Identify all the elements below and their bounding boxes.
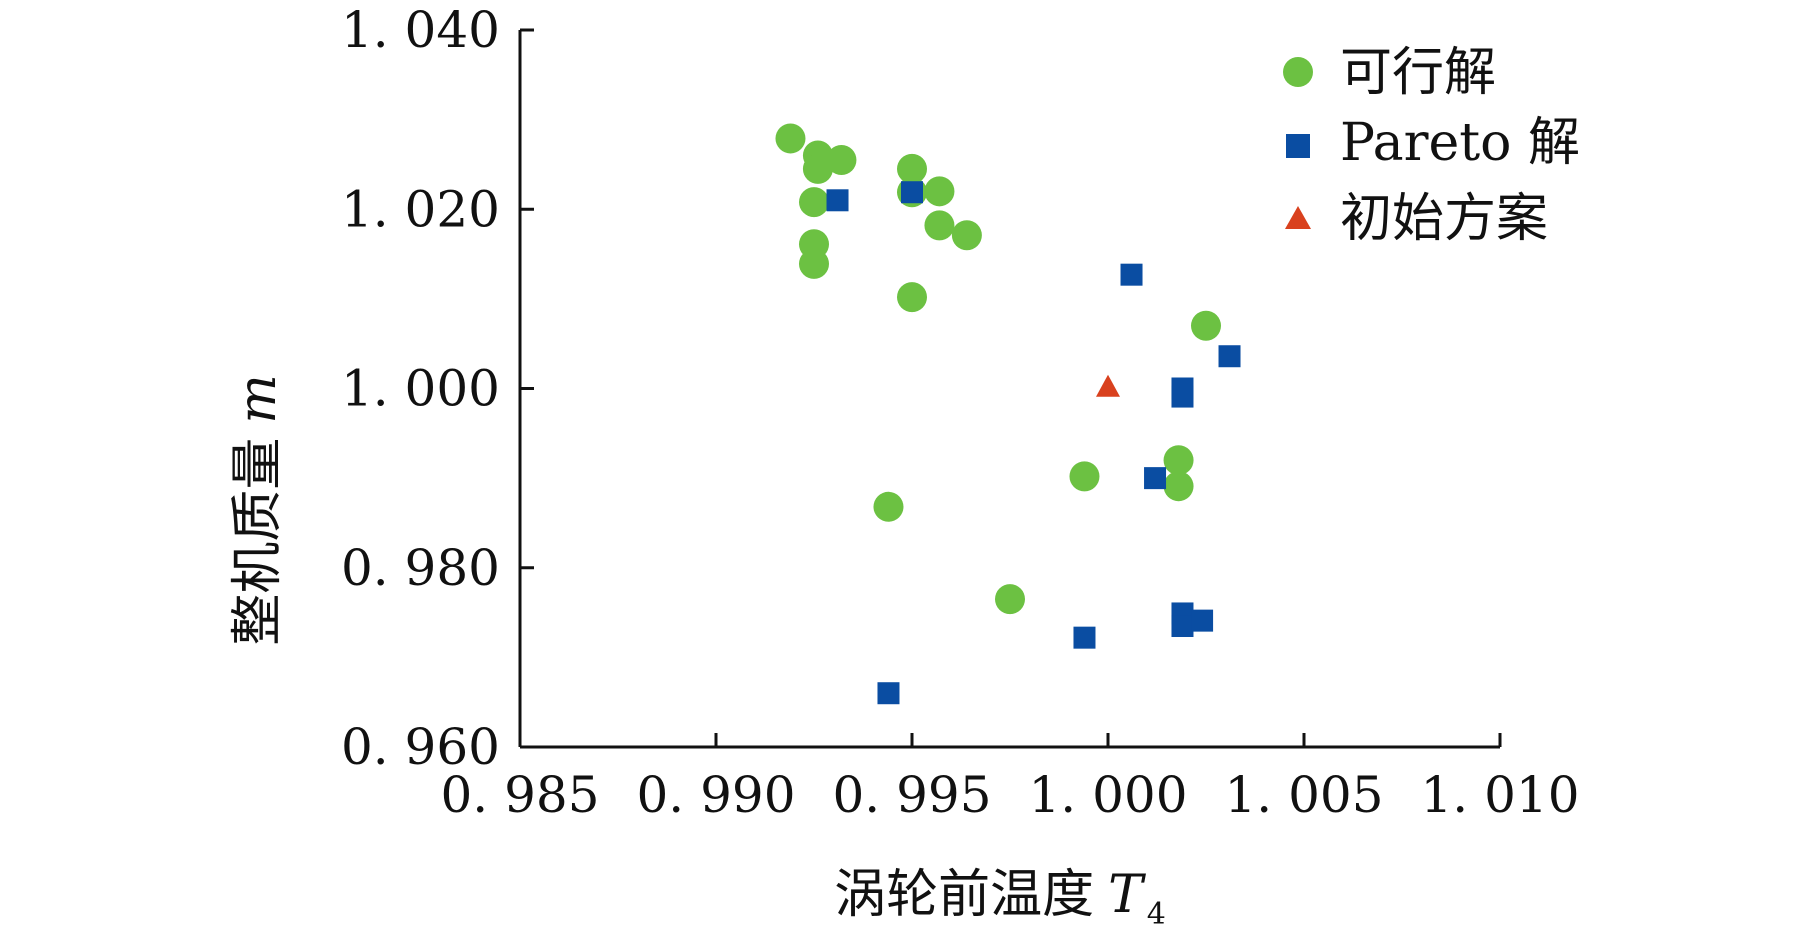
feasible-point (799, 187, 829, 218)
feasible-point (802, 153, 833, 184)
y-ticks: 0. 960 0. 980 1. 000 1. 020 1. 040 (341, 1, 534, 776)
x-ticks: 0. 985 0. 990 0. 995 1. 000 1. 005 1. 010 (440, 733, 1580, 824)
feasible-point (775, 123, 806, 154)
pareto-point (1120, 263, 1143, 286)
x-tick-label: 0. 985 (440, 766, 599, 824)
feasible-point (799, 248, 829, 279)
y-axis-var: m (228, 374, 288, 423)
feasible-point (951, 220, 982, 251)
x-axis-var: T (1108, 865, 1146, 925)
y-tick-label: 0. 980 (341, 539, 500, 597)
feasible-point (1191, 310, 1221, 341)
x-tick-label: 1. 005 (1224, 766, 1383, 824)
feasible-point (897, 282, 927, 313)
x-tick-label: 0. 990 (636, 766, 795, 824)
x-axis-title: 涡轮前温度 T 4 (834, 865, 1166, 930)
x-tick-label: 1. 000 (1028, 766, 1187, 824)
pareto-point (1218, 345, 1241, 368)
x-axis-label: 涡轮前温度 (834, 865, 1094, 925)
pareto-point (1191, 609, 1214, 632)
y-axis-title: 整机质量 m (228, 374, 288, 645)
pareto-point (901, 181, 923, 204)
legend-marker-initial (1285, 206, 1311, 229)
data-points (775, 123, 1241, 705)
pareto-point (1171, 615, 1194, 638)
pareto-point (877, 682, 900, 705)
x-axis-sub: 4 (1147, 897, 1166, 930)
y-tick-label: 1. 040 (341, 1, 500, 59)
feasible-point (924, 210, 955, 241)
legend: 可行解 Pareto 解 初始方案 (1283, 43, 1580, 249)
legend-label-pareto: Pareto 解 (1340, 113, 1580, 173)
y-axis-label: 整机质量 (228, 438, 288, 646)
legend-marker-pareto (1286, 134, 1310, 158)
pareto-point (1171, 385, 1194, 408)
y-tick-label: 0. 960 (341, 718, 500, 776)
feasible-point (1163, 471, 1194, 502)
x-tick-label: 1. 010 (1420, 766, 1579, 824)
feasible-point (924, 176, 955, 207)
feasible-point (826, 144, 857, 175)
initial-point (1096, 374, 1120, 397)
pareto-point (1073, 626, 1096, 649)
legend-marker-feasible (1283, 57, 1313, 87)
y-tick-label: 1. 000 (341, 360, 500, 418)
pareto-point (1144, 467, 1167, 490)
legend-label-initial: 初始方案 (1340, 189, 1548, 249)
y-tick-label: 1. 020 (341, 180, 500, 238)
legend-label-feasible: 可行解 (1340, 43, 1496, 103)
feasible-point (995, 584, 1025, 615)
feasible-point (1069, 461, 1100, 492)
feasible-point (873, 491, 904, 522)
pareto-point (826, 189, 849, 212)
x-tick-label: 0. 995 (832, 766, 991, 824)
feasible-point (1163, 445, 1194, 476)
feasible-point (897, 153, 927, 184)
